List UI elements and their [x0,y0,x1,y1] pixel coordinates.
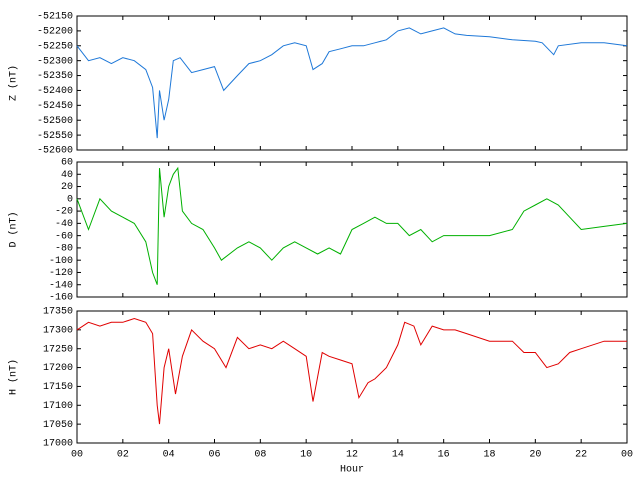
y-tick-label: -60 [55,231,73,242]
y-tick-label: 17000 [43,439,73,450]
y-tick-label: -120 [49,268,73,279]
x-tick-label: 00 [621,450,633,461]
y-tick-label: -160 [49,293,73,304]
y-tick-label: 17300 [43,325,73,336]
y-tick-label: 40 [61,170,73,181]
y-tick-label: -40 [55,219,73,230]
x-tick-label: 20 [529,450,541,461]
x-tick-label: 12 [346,450,358,461]
y-tick-label: 60 [61,158,73,169]
y-tick-label: -52350 [37,71,73,82]
y-tick-label: 17150 [43,382,73,393]
y-tick-label: 17100 [43,401,73,412]
y-axis-label: Z (nT) [8,65,20,101]
x-tick-label: 08 [254,450,266,461]
x-tick-label: 18 [483,450,495,461]
y-tick-label: -52450 [37,101,73,112]
y-tick-label: -52150 [37,12,73,23]
y-tick-label: -52200 [37,27,73,38]
y-tick-label: -80 [55,244,73,255]
x-tick-label: 16 [438,450,450,461]
x-tick-label: 22 [575,450,587,461]
x-tick-label: 06 [208,450,220,461]
y-tick-label: -20 [55,207,73,218]
data-line [76,166,628,285]
x-tick-label: 14 [392,450,404,461]
y-tick-label: -52400 [37,86,73,97]
x-tick-label: 10 [300,450,312,461]
y-tick-label: -52300 [37,56,73,67]
y-tick-label: -52250 [37,41,73,52]
y-axis-label: H (nT) [8,359,20,395]
x-tick-label: 00 [71,450,83,461]
x-tick-label: 02 [117,450,129,461]
y-tick-label: 20 [61,182,73,193]
y-tick-label: 17050 [43,420,73,431]
y-tick-label: -52500 [37,116,73,127]
x-axis-label: Hour [340,465,364,476]
y-tick-label: -52550 [37,131,73,142]
y-tick-label: 17200 [43,363,73,374]
data-line [76,27,628,139]
data-line [76,317,627,425]
y-tick-label: -140 [49,280,73,291]
y-tick-label: -100 [49,256,73,267]
y-tick-label: 17250 [43,344,73,355]
y-tick-label: 17350 [43,307,73,318]
y-tick-label: 0 [67,194,73,205]
x-tick-label: 04 [163,450,175,461]
plot-frame [76,15,628,151]
y-tick-label: -52600 [37,146,73,157]
y-axis-label: D (nT) [8,211,20,247]
